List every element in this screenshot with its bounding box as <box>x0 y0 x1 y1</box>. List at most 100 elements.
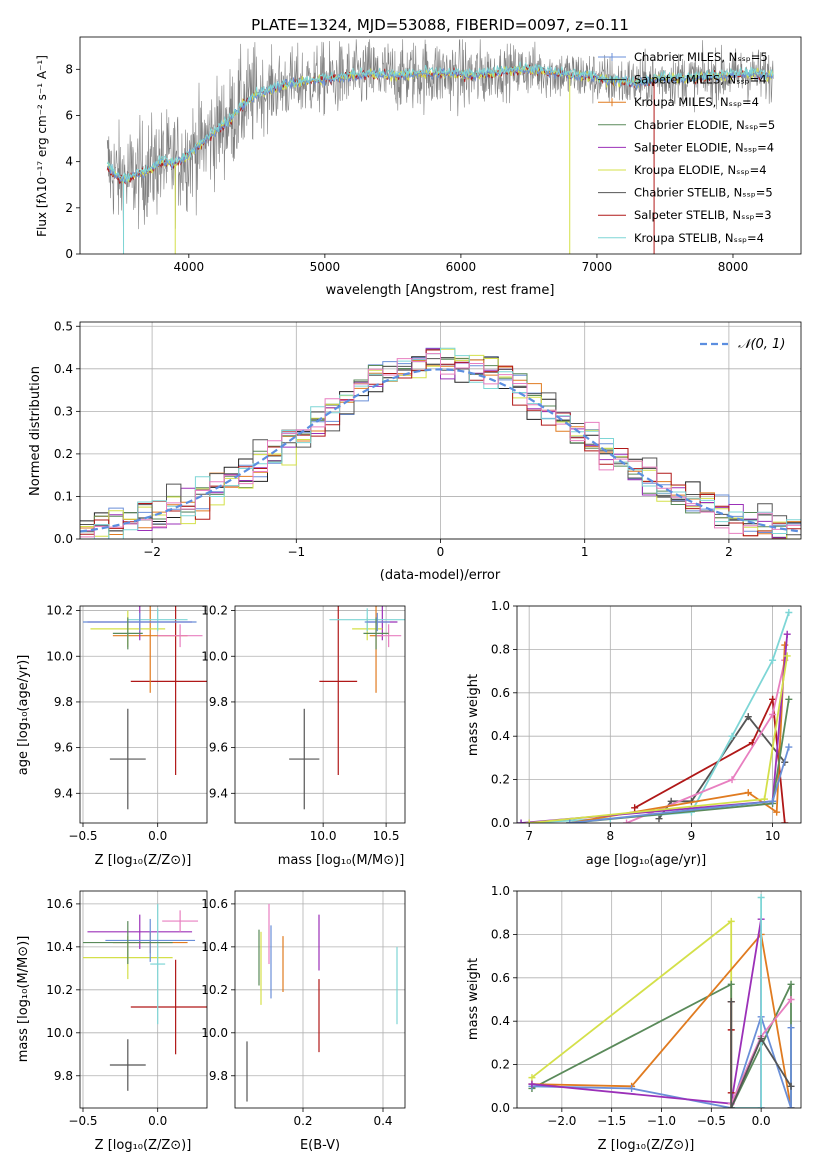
weight-point-marker <box>787 1082 795 1090</box>
spectrum-ytick-label: 8 <box>65 62 73 76</box>
weight-vs-age-plot: age [log₁₀(age/yr)] mass weight <box>466 674 706 868</box>
weight-point-marker <box>781 819 789 823</box>
mass-vs-z-plot-area <box>82 903 207 1091</box>
weight-vs-age-plot-area <box>517 609 793 823</box>
weight-vs-age-xtick-label: 8 <box>606 829 614 843</box>
residuals-xtick-label: 2 <box>725 545 733 559</box>
mass-vs-z-axes: −0.5 0.0 9.8 10.0 10.2 10.4 10.6 <box>46 890 208 1128</box>
weight-vs-z-xtick-label: −0.5 <box>697 1114 726 1128</box>
spectrum-ylabel: Flux [fλ10⁻¹⁷ erg cm⁻² s⁻¹ A⁻¹] <box>35 55 49 237</box>
age-vs-z-plot: Z [log₁₀(Z/Z⊙)] age [log₁₀(age/yr)] <box>16 655 191 868</box>
legend-label: Salpeter MILES, Nₛₛₚ=4 <box>634 73 767 87</box>
weight-vs-z-xtick-label: −1.5 <box>597 1114 626 1128</box>
spectrum-axes: 4000 5000 6000 7000 8000 0 2 4 6 8 Chabrier MILES,… <box>65 36 802 274</box>
mass-vs-ebv-xlabel: E(B-V) <box>300 1138 340 1153</box>
residuals-ytick-label: 0.1 <box>54 489 73 503</box>
weight-vs-age-xtick-label: 9 <box>688 829 696 843</box>
residuals-ytick-label: 0.0 <box>54 532 73 546</box>
spectrum-title: PLATE=1324, MJD=53088, FIBERID=0097, z=0… <box>251 16 629 34</box>
weight-series-line <box>569 645 786 823</box>
observed-spectrum-line <box>106 39 774 247</box>
weight-point-marker <box>623 819 631 823</box>
weight-vs-age-xtick-label: 7 <box>525 829 533 843</box>
residuals-ytick-label: 0.3 <box>54 404 73 418</box>
residuals-axes: −2 −1 0 1 2 0.0 0.1 0.2 0.3 0.4 0.5 𝒩(0, 1) <box>54 319 802 559</box>
weight-vs-z-plot: Z [log₁₀(Z/Z⊙)] mass weight <box>466 958 694 1153</box>
weight-point-marker <box>744 713 752 721</box>
legend-label: Chabrier STELIB, Nₛₛₚ=5 <box>634 186 773 200</box>
weight-series-line <box>626 660 786 823</box>
mass-vs-z-xlabel: Z [log₁₀(Z/Z⊙)] <box>95 1138 192 1153</box>
weight-point-marker <box>727 1104 735 1108</box>
weight-vs-z-xtick-label: 0.0 <box>752 1114 771 1128</box>
age-vs-z-xtick-label: −0.5 <box>68 829 97 843</box>
legend-label: Kroupa ELODIE, Nₛₛₚ=4 <box>634 163 767 177</box>
weight-vs-age-ytick-label: 0.4 <box>491 729 510 743</box>
age-vs-z-ytick-label: 10.2 <box>46 604 73 618</box>
spectrum-ytick-label: 6 <box>65 108 73 122</box>
weight-vs-age-xlabel: age [log₁₀(age/yr)] <box>586 853 707 868</box>
weight-vs-age-ytick-label: 0.8 <box>491 642 510 656</box>
weight-point-marker <box>769 797 777 805</box>
model-spectrum-chab_miles <box>106 65 774 184</box>
weight-point-marker <box>566 819 574 823</box>
weight-point-marker <box>728 732 736 740</box>
weight-vs-z-ytick-label: 0.6 <box>491 971 510 985</box>
residuals-plot-area <box>80 347 801 539</box>
weight-vs-age-ylabel: mass weight <box>466 674 481 756</box>
legend-label: Salpeter STELIB, Nₛₛₚ=3 <box>634 208 772 222</box>
weight-vs-z-plot-area <box>528 894 795 1108</box>
age-vs-mass-frame <box>234 605 406 824</box>
weight-series-line <box>731 897 762 1108</box>
residuals-ytick-label: 0.5 <box>54 319 73 333</box>
weight-vs-age-frame <box>516 605 802 824</box>
spectrum-xlabel: wavelength [Angstrom, rest frame] <box>326 283 555 298</box>
weight-point-marker <box>785 695 793 703</box>
legend-label: Kroupa MILES, Nₛₛₚ=4 <box>634 95 759 109</box>
residuals-ytick-label: 0.2 <box>54 447 73 461</box>
weight-point-marker <box>517 819 525 823</box>
legend-label: Chabrier ELODIE, Nₛₛₚ=5 <box>634 118 775 132</box>
spectrum-ytick-label: 2 <box>65 201 73 215</box>
age-vs-mass-xtick-label: 10.5 <box>373 829 400 843</box>
age-vs-z-xlabel: Z [log₁₀(Z/Z⊙)] <box>95 853 192 868</box>
mass-vs-ebv-ytick-label: 10.6 <box>201 897 228 911</box>
residuals-xtick-label: 1 <box>581 545 589 559</box>
age-vs-z-plot-area <box>82 606 207 810</box>
spectrum-plot: wavelength [Angstrom, rest frame] Flux [… <box>35 55 554 298</box>
spectrum-xtick-label: 5000 <box>310 260 341 274</box>
mass-vs-z-xtick-label: −0.5 <box>68 1114 97 1128</box>
weight-point-marker <box>757 1104 765 1108</box>
weight-vs-z-frame <box>516 890 802 1109</box>
weight-point-marker <box>785 743 793 751</box>
legend-label: Kroupa STELIB, Nₛₛₚ=4 <box>634 231 764 245</box>
spectrum-ytick-label: 4 <box>65 155 73 169</box>
age-vs-z-ytick-label: 9.6 <box>54 741 73 755</box>
residual-histogram <box>80 353 801 538</box>
residual-histogram <box>80 347 801 539</box>
legend-label: 𝒩(0, 1) <box>738 337 785 352</box>
residuals-xtick-label: −2 <box>143 545 161 559</box>
residuals-xtick-label: −1 <box>287 545 305 559</box>
mass-vs-ebv-xtick-label: 0.4 <box>373 1114 392 1128</box>
weight-vs-age-ytick-label: 1.0 <box>491 599 510 613</box>
mass-vs-z-plot: Z [log₁₀(Z/Z⊙)] mass [log₁₀(M/M⊙)] <box>16 936 191 1153</box>
weight-vs-z-ytick-label: 0.8 <box>491 927 510 941</box>
age-vs-mass-plot-area <box>289 606 405 810</box>
mass-vs-ebv-ytick-label: 9.8 <box>209 1069 228 1083</box>
age-vs-z-xtick-label: 0.0 <box>148 829 167 843</box>
weight-vs-z-ytick-label: 0.2 <box>491 1058 510 1072</box>
mass-vs-ebv-plot: E(B-V) <box>300 1138 340 1153</box>
weight-vs-z-ytick-label: 0.0 <box>491 1101 510 1115</box>
mass-vs-ebv-frame <box>234 890 406 1109</box>
mass-vs-z-ylabel: mass [log₁₀(M/M⊙)] <box>16 936 31 1063</box>
age-vs-mass-xlabel: mass [log₁₀(M/M⊙)] <box>278 853 405 868</box>
residual-plot: (data-model)/error Normed distribution <box>28 366 501 583</box>
weight-point-marker <box>787 1024 795 1032</box>
age-vs-mass-ytick-label: 9.4 <box>209 786 228 800</box>
weight-vs-z-ytick-label: 0.4 <box>491 1014 510 1028</box>
mass-vs-z-ytick-label: 10.6 <box>46 897 73 911</box>
age-vs-mass-ytick-label: 9.6 <box>209 741 228 755</box>
weight-point-marker <box>528 1080 536 1088</box>
age-vs-z-ylabel: age [log₁₀(age/yr)] <box>16 655 31 776</box>
